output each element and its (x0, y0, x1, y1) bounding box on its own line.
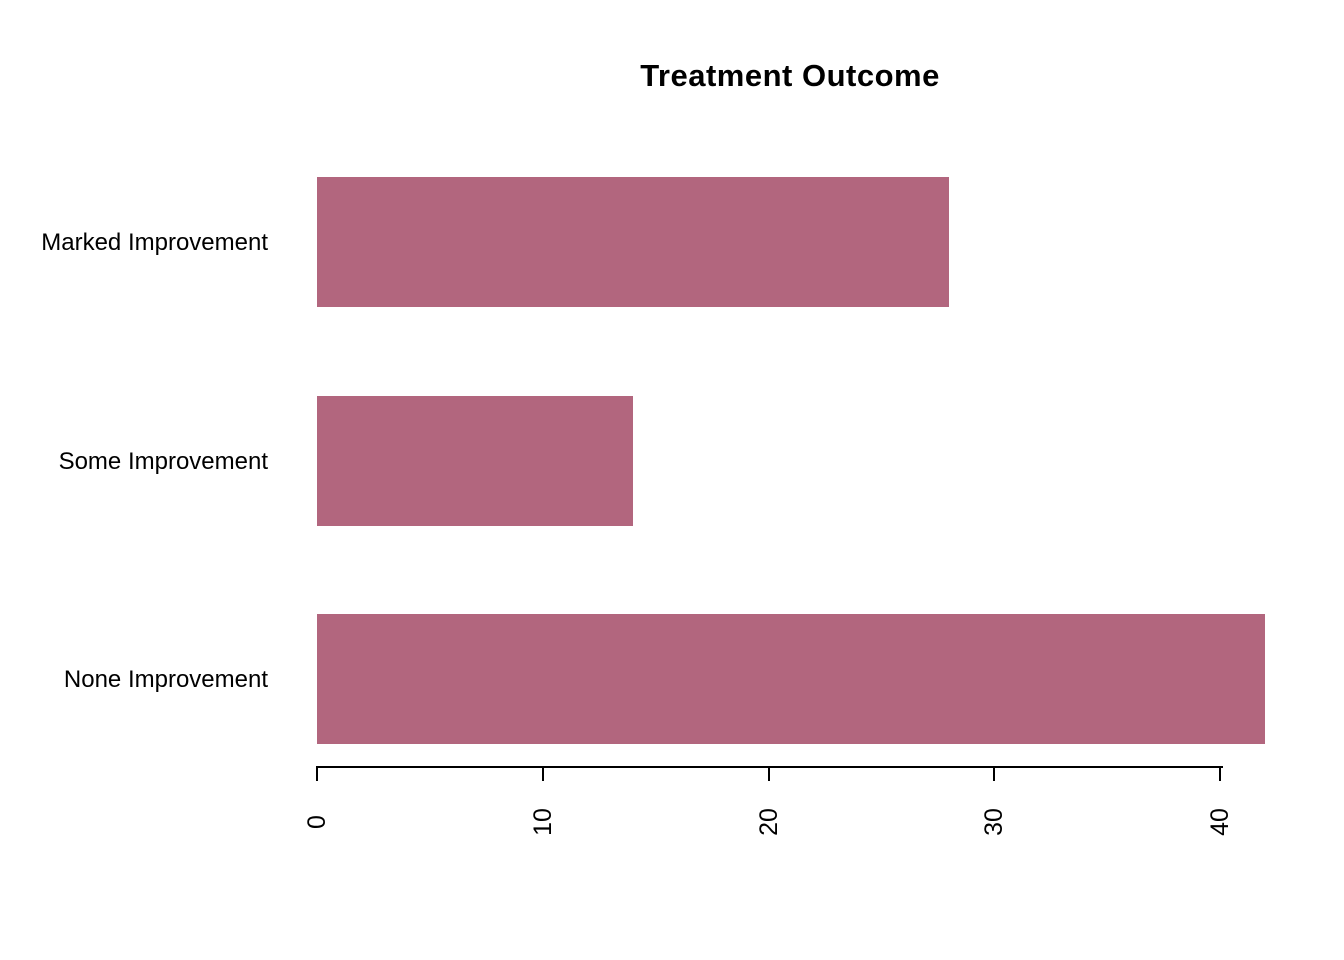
bar (317, 614, 1265, 744)
category-label: Some Improvement (58, 448, 268, 475)
chart-title: Treatment Outcome (640, 58, 940, 93)
x-axis-tick (993, 766, 995, 781)
x-axis-tick-label: 20 (755, 808, 783, 836)
x-axis-tick-label: 30 (980, 808, 1008, 836)
bar (317, 395, 633, 526)
x-axis-tick-label: 40 (1206, 808, 1234, 836)
x-axis-tick (1219, 766, 1221, 781)
category-label: Marked Improvement (41, 229, 268, 256)
x-axis-tick (542, 766, 544, 781)
x-axis-tick (316, 766, 318, 781)
x-axis-tick (768, 766, 770, 781)
x-axis-tick-label: 10 (529, 808, 557, 836)
category-label: None Improvement (63, 666, 268, 693)
bar (317, 177, 949, 307)
x-axis-tick-label: 0 (303, 815, 331, 829)
